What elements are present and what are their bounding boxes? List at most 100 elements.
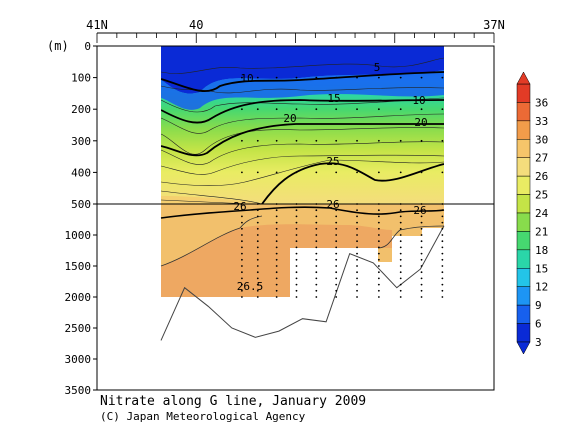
station-dot xyxy=(356,221,358,224)
colorbar-tick-label: 30 xyxy=(535,133,548,146)
station-dot xyxy=(295,76,298,79)
station-dot xyxy=(275,258,278,261)
station-dot xyxy=(420,108,423,111)
station-dot xyxy=(356,76,358,79)
contour-label: 15 xyxy=(327,92,340,105)
station-dot xyxy=(356,227,358,230)
station-dot xyxy=(356,171,358,174)
station-dot xyxy=(295,258,298,261)
contour-label: 10 xyxy=(412,94,425,107)
station-dot xyxy=(420,283,423,286)
station-dot xyxy=(256,227,259,230)
colorbar-tick-label: 36 xyxy=(535,96,548,109)
station-dot xyxy=(295,209,298,212)
station-dot xyxy=(295,271,298,274)
station-dot xyxy=(377,221,380,224)
station-dot xyxy=(420,289,423,292)
y-tick-label: 400 xyxy=(71,166,91,179)
station-dot xyxy=(399,283,402,286)
station-dot xyxy=(275,283,278,286)
station-dot xyxy=(399,215,402,218)
station-dot xyxy=(377,289,380,292)
station-dot xyxy=(441,271,444,274)
y-axis-ticks: 0 100 200 300 400 500 1000 1500 2000 2500 3000 3500 xyxy=(65,40,97,397)
station-dots xyxy=(241,76,444,298)
station-dot xyxy=(275,108,278,111)
station-dot xyxy=(315,246,318,249)
station-dot xyxy=(399,240,402,243)
colorbar-bottom-arrow xyxy=(516,341,531,355)
station-dot xyxy=(241,252,243,255)
station-dot xyxy=(315,108,318,111)
station-dot xyxy=(256,215,259,218)
station-dot xyxy=(315,265,318,267)
top-tick-label: 40 xyxy=(189,18,203,32)
station-dot xyxy=(335,296,338,298)
station-dot xyxy=(275,227,278,230)
station-dot xyxy=(241,296,243,298)
station-dot xyxy=(241,227,243,230)
station-dot xyxy=(399,252,402,255)
station-dot xyxy=(356,234,358,236)
station-dot xyxy=(275,215,278,218)
station-dot xyxy=(441,265,444,267)
station-dot xyxy=(377,209,380,212)
colorbar-segment xyxy=(516,157,531,177)
station-dot xyxy=(399,76,402,79)
station-dot xyxy=(335,240,338,243)
top-tick-label: 37N xyxy=(483,18,505,32)
station-dot xyxy=(275,277,278,280)
credit-text: (C) Japan Meteorological Agency xyxy=(100,410,306,423)
station-dot xyxy=(275,289,278,292)
colorbar-segment xyxy=(516,139,531,158)
station-dot xyxy=(399,209,402,212)
station-dot xyxy=(241,240,243,243)
station-dot xyxy=(377,283,380,286)
station-dot xyxy=(356,265,358,267)
station-dot xyxy=(241,215,243,218)
station-dot xyxy=(241,277,243,280)
station-dot xyxy=(377,227,380,230)
station-dot xyxy=(295,234,298,236)
station-dot xyxy=(241,108,243,111)
y-tick-label: 2500 xyxy=(65,322,92,335)
station-dot xyxy=(399,139,402,142)
colorbar-segment xyxy=(516,286,531,306)
station-dot xyxy=(335,76,338,79)
contour-label: 5 xyxy=(374,61,381,74)
top-tick-label: 41N xyxy=(86,18,108,32)
station-dot xyxy=(441,234,444,236)
station-dot xyxy=(356,283,358,286)
station-dot xyxy=(441,240,444,243)
station-dot xyxy=(315,289,318,292)
station-dot xyxy=(441,246,444,249)
station-dot xyxy=(256,289,259,292)
station-dot xyxy=(377,296,380,298)
station-dot xyxy=(356,271,358,274)
station-dot xyxy=(295,283,298,286)
station-dot xyxy=(295,246,298,249)
station-dot xyxy=(335,289,338,292)
y-tick-label: 1000 xyxy=(65,229,92,242)
station-dot xyxy=(256,277,259,280)
y-tick-label: 100 xyxy=(71,72,91,85)
colorbar-tick-label: 25 xyxy=(535,189,548,202)
station-dot xyxy=(399,258,402,261)
station-dot xyxy=(356,252,358,255)
station-dot xyxy=(241,246,243,249)
station-dot xyxy=(275,240,278,243)
station-dot xyxy=(256,108,259,111)
colorbar-tick-label: 24 xyxy=(535,207,549,220)
y-axis-label: (m) xyxy=(47,39,69,53)
station-dot xyxy=(335,246,338,249)
station-dot xyxy=(441,209,444,212)
station-dot xyxy=(441,221,444,224)
station-dot xyxy=(420,139,423,142)
colorbar-segment xyxy=(516,304,531,324)
station-dot xyxy=(256,171,259,174)
station-dot xyxy=(335,215,338,218)
colorbar-segment xyxy=(516,249,531,269)
station-dot xyxy=(420,209,423,212)
station-dot xyxy=(275,252,278,255)
